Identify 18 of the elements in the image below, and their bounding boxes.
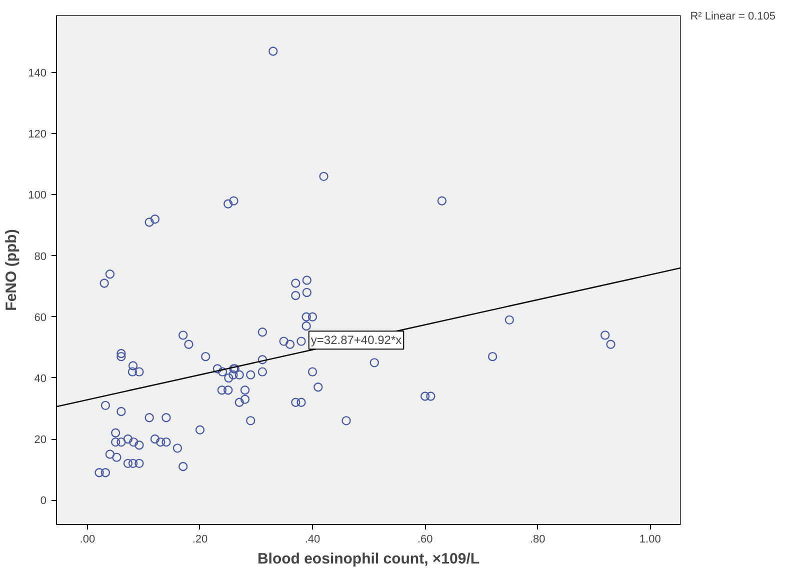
y-axis-title: FeNO (ppb) (3, 229, 20, 311)
x-tick-label: 1.00 (639, 534, 661, 546)
x-tick-label: .20 (192, 534, 208, 546)
text: R² Linear = 0.105 (690, 10, 776, 22)
y-tick-label: 40 (34, 372, 47, 385)
x-axis-title: Blood eosinophil count, ×109/L (257, 550, 480, 568)
x-tick-label: .40 (304, 534, 320, 546)
y-tick-label: 80 (34, 250, 47, 263)
x-tick-label: .60 (417, 534, 433, 546)
y-tick-label: 0 (40, 495, 47, 508)
annotation: y=32.87+40.92*x (310, 333, 402, 348)
x-tick-label: .80 (530, 534, 546, 546)
y-tick-label: 100 (28, 190, 47, 202)
y-tick-label: 60 (34, 312, 47, 324)
y-tick-label: 20 (34, 434, 47, 446)
y-tick-label: 120 (28, 128, 47, 141)
x-tick-label: .00 (80, 534, 96, 546)
y-tick-label: 140 (28, 68, 47, 80)
